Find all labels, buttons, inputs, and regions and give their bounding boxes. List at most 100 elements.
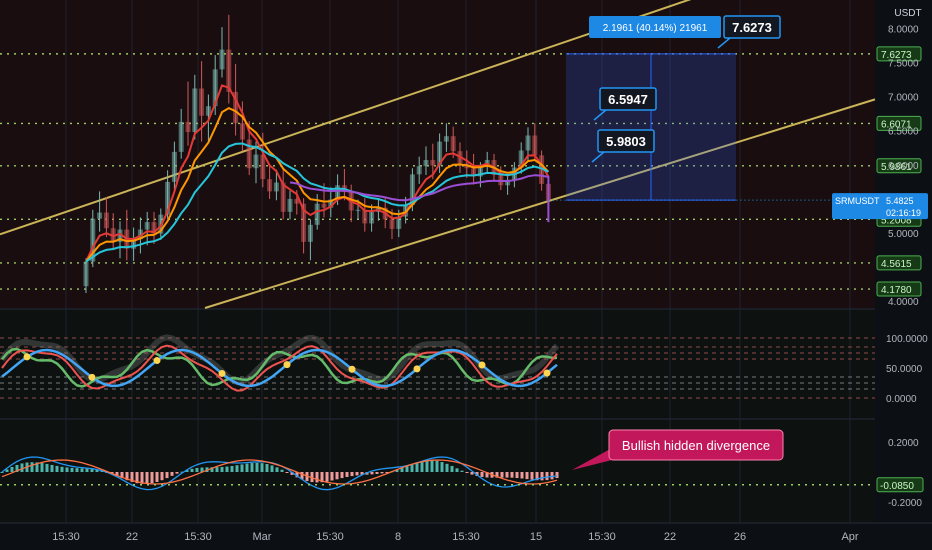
level-price-label: 4.5615	[881, 259, 912, 270]
macd-histogram-bar	[470, 472, 474, 475]
macd-signal-line	[1, 459, 558, 485]
macd-histogram-bar	[375, 472, 379, 474]
oscillator-red-line	[1, 344, 558, 392]
macd-histogram-bar	[200, 467, 204, 472]
x-tick-label: Mar	[253, 531, 272, 543]
oscillator-tick-label: 100.0000	[886, 334, 928, 345]
oscillator-tick-label: 0.0000	[886, 394, 917, 405]
candle-body	[396, 216, 402, 229]
x-tick-label: 15	[530, 531, 542, 543]
macd-histogram-bar	[170, 472, 174, 476]
macd-histogram-bar	[60, 466, 64, 472]
current-symbol-label: SRMUSDT	[835, 196, 880, 206]
candle-body	[328, 199, 334, 208]
candle-body	[294, 198, 300, 204]
current-price-tag	[832, 193, 928, 220]
candle-body	[131, 239, 137, 249]
candle-body	[450, 136, 456, 152]
macd-histogram-bar	[35, 462, 39, 472]
macd-histogram-bar	[320, 472, 324, 483]
candle-body	[239, 123, 245, 140]
candle-body	[267, 179, 273, 192]
macd-histogram-bar	[75, 468, 79, 472]
macd-histogram-bar	[255, 462, 259, 472]
candle-body	[321, 203, 327, 208]
macd-histogram-bar	[165, 472, 169, 479]
macd-histogram-bar	[450, 465, 454, 472]
macd-tick-label: 0.2000	[888, 438, 919, 449]
macd-histogram-bar	[0, 472, 4, 473]
level-price-tag	[876, 281, 922, 297]
macd-histogram-bar	[20, 463, 24, 472]
macd-histogram-bar	[385, 472, 389, 473]
macd-histogram-bar	[140, 472, 144, 484]
x-tick-label: 15:30	[316, 531, 344, 543]
candle-body	[137, 229, 143, 240]
macd-histogram-bar	[345, 472, 349, 477]
macd-histogram-bar	[245, 463, 249, 472]
macd-histogram-bar	[370, 472, 374, 475]
level-price-tag	[876, 46, 922, 62]
macd-histogram-bar	[45, 463, 49, 472]
x-tick-label: 22	[126, 531, 138, 543]
ma-long-line	[85, 142, 549, 263]
measure-tooltip-label: 2.1961 (40.14%) 21961	[603, 23, 708, 34]
macd-histogram-bar	[500, 472, 504, 478]
ma-fast-line	[85, 84, 550, 263]
macd-histogram-bar	[485, 472, 489, 478]
x-tick-label: 22	[664, 531, 676, 543]
macd-histogram-bar	[355, 472, 359, 476]
macd-histogram-bar	[185, 470, 189, 472]
macd-histogram-bar	[515, 472, 519, 479]
level-price-label: 6.6071	[881, 119, 912, 130]
candle-body	[518, 150, 524, 168]
candle-body	[90, 218, 96, 262]
level-price-label: 5.9861	[881, 162, 912, 173]
annotation-pointer	[572, 448, 612, 470]
macd-histogram-bar	[555, 472, 559, 479]
candle-body	[253, 154, 259, 169]
candle-body	[260, 154, 266, 180]
macd-histogram-bar	[190, 468, 194, 472]
candle-body	[171, 151, 177, 182]
candle-body	[273, 182, 279, 192]
candle-body	[205, 106, 211, 116]
candle-body	[117, 229, 123, 242]
x-tick-label: 26	[734, 531, 746, 543]
macd-histogram-bar	[260, 463, 264, 472]
candle-body	[83, 261, 89, 287]
candle-body	[443, 136, 449, 142]
candle-body	[362, 209, 368, 224]
level-price-label: 7.6273	[881, 50, 912, 61]
macd-histogram-bar	[50, 464, 54, 472]
candle-body	[301, 203, 307, 242]
oscillator-cross-dot	[283, 361, 291, 369]
macd-histogram-bar	[480, 472, 484, 477]
macd-current-tag	[876, 477, 924, 493]
macd-histogram-bar	[290, 472, 294, 475]
oscillator-cross-dot	[478, 361, 486, 369]
macd-histogram-bar	[10, 466, 14, 472]
macd-histogram-bar	[430, 460, 434, 472]
macd-histogram-bar	[550, 472, 554, 480]
oscillator-tick-label: 50.0000	[886, 364, 923, 375]
target-callout-box	[597, 129, 655, 153]
target-callout-box	[599, 87, 657, 111]
y-tick-label: 5.0000	[888, 229, 919, 240]
currency-label: USDT	[894, 8, 921, 19]
macd-histogram-bar	[495, 472, 499, 478]
candle-body	[151, 222, 157, 234]
macd-histogram-bar	[360, 472, 364, 475]
oscillator-cross-dot	[543, 369, 551, 377]
annotation-callout	[608, 429, 784, 461]
macd-histogram-bar	[270, 465, 274, 472]
macd-histogram-bar	[275, 467, 279, 472]
target-callout-pointer	[593, 109, 607, 121]
current-price-label: 5.4825	[886, 196, 914, 206]
macd-histogram-bar	[505, 472, 509, 478]
macd-histogram-bar	[215, 467, 219, 472]
macd-histogram-bar	[315, 472, 319, 483]
macd-histogram-bar	[235, 465, 239, 472]
y-tick-label: 4.0000	[888, 297, 919, 308]
